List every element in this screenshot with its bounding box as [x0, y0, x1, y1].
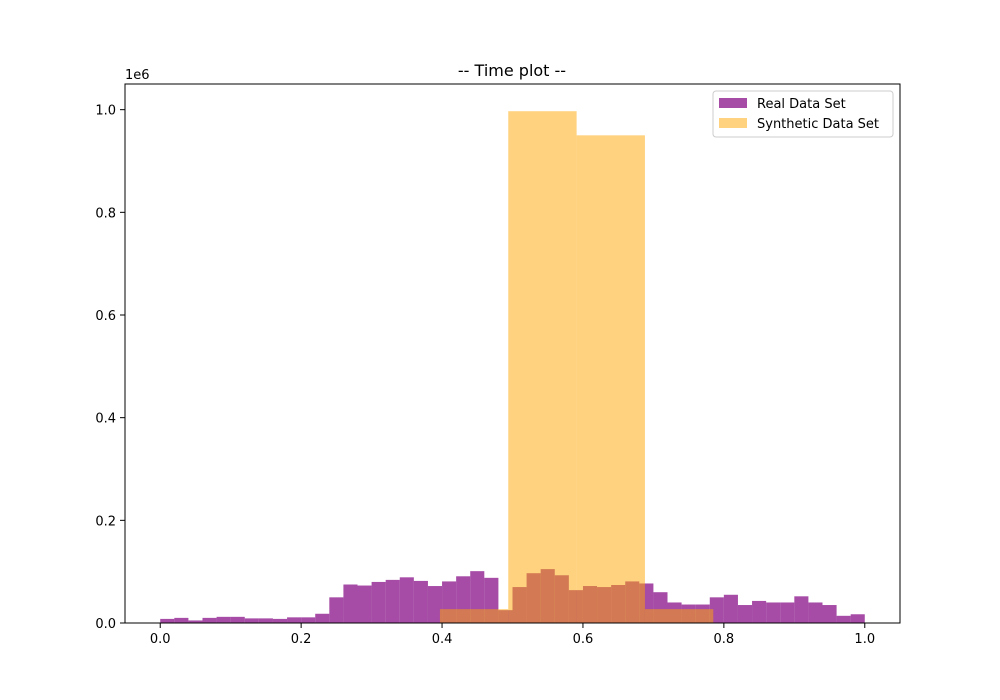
- histogram-bar: [399, 577, 414, 623]
- histogram-bar: [836, 615, 851, 623]
- histogram-bar: [160, 618, 175, 623]
- histogram-bar: [230, 616, 245, 623]
- histogram-bar: [723, 594, 738, 623]
- histogram-bar: [301, 617, 316, 623]
- histogram-bar: [427, 586, 443, 623]
- histogram-bar: [244, 618, 259, 623]
- y-tick-label: 0.4: [95, 412, 116, 427]
- legend-label: Synthetic Data Set: [757, 117, 879, 132]
- x-tick-label: 0.4: [432, 632, 453, 647]
- x-axis-ticks: 0.0 0.2 0.4 0.6 0.8 1.0: [150, 623, 875, 647]
- legend-frame: [712, 90, 894, 138]
- y-tick-label: 0.6: [95, 309, 116, 324]
- histogram-bar: [202, 617, 217, 623]
- histogram-bar: [766, 602, 781, 623]
- y-tick-label: 0.2: [95, 514, 116, 529]
- histogram-bar: [576, 135, 645, 623]
- histogram-bar: [644, 609, 714, 623]
- histogram-bar: [272, 618, 288, 623]
- histogram-bar: [174, 617, 189, 623]
- y-axis-offset-label: 1e6: [125, 68, 150, 83]
- histogram-bar: [371, 581, 386, 623]
- legend-swatch: [719, 118, 747, 128]
- histogram-bar: [737, 605, 753, 623]
- y-tick-label: 0.0: [95, 617, 116, 632]
- x-tick-label: 0.6: [573, 632, 594, 647]
- x-tick-label: 0.0: [150, 632, 171, 647]
- y-axis-ticks: 0.0 0.2 0.4 0.6 0.8 1.0: [95, 104, 125, 632]
- histogram-bar: [357, 585, 372, 623]
- histogram-bar: [188, 620, 203, 623]
- histogram-bar: [794, 596, 809, 623]
- histogram-bar: [709, 597, 724, 623]
- histogram-bar: [808, 602, 823, 623]
- y-tick-label: 1.0: [95, 104, 116, 119]
- histogram-bar: [258, 618, 273, 623]
- y-tick-label: 0.8: [95, 206, 116, 221]
- histogram-bar: [315, 613, 330, 623]
- histogram-bar: [780, 602, 795, 623]
- histogram-bar: [822, 605, 837, 623]
- x-tick-label: 0.8: [714, 632, 735, 647]
- legend: Real Data Set Synthetic Data Set: [712, 90, 894, 138]
- histogram-bar: [287, 617, 302, 623]
- chart-title: -- Time plot --: [458, 61, 566, 80]
- series-1-bars: [439, 111, 714, 624]
- histogram-bar: [385, 579, 400, 623]
- histogram-bar: [508, 111, 577, 624]
- histogram-bar: [413, 580, 428, 623]
- histogram-bar: [216, 616, 231, 623]
- histogram-bar: [850, 614, 865, 623]
- axes-layer: [124, 83, 901, 624]
- histogram-bar: [752, 600, 767, 623]
- histogram-bar: [439, 609, 509, 623]
- legend-swatch: [719, 98, 747, 108]
- bars-layer: [160, 111, 865, 624]
- histogram-bar: [343, 584, 358, 623]
- x-tick-label: 1.0: [854, 632, 875, 647]
- histogram-bar: [329, 597, 344, 623]
- plot-frame: [124, 83, 901, 624]
- legend-label: Real Data Set: [757, 97, 846, 112]
- x-tick-label: 0.2: [291, 632, 312, 647]
